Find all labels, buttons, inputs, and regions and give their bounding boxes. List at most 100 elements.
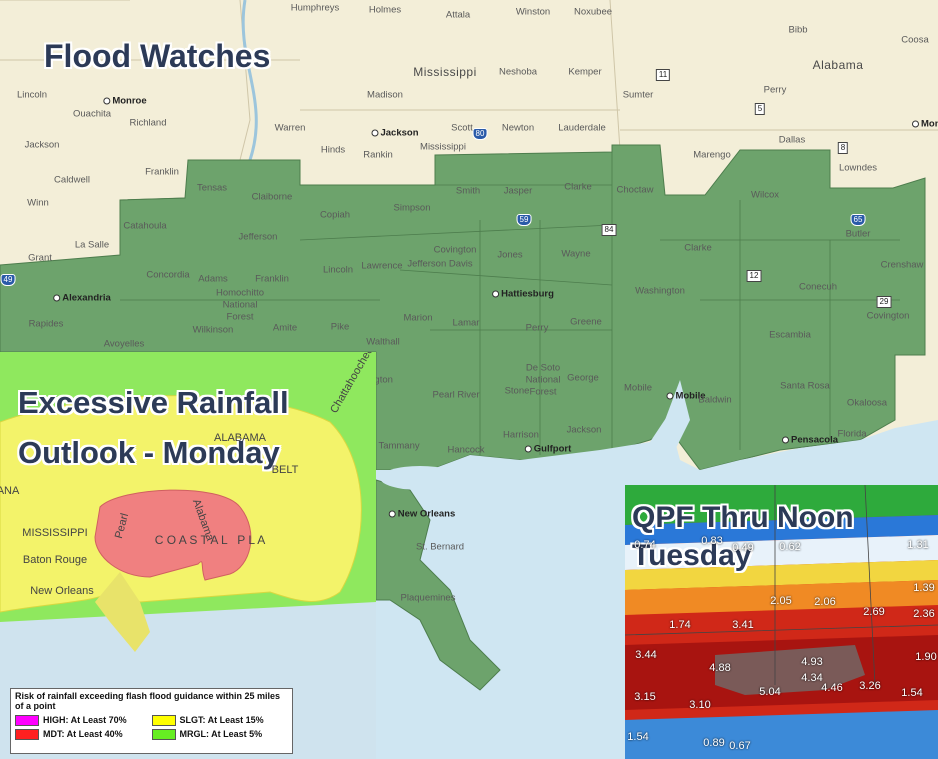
qpf-amount: 0.74 xyxy=(634,539,656,551)
place-label: Clarke xyxy=(684,242,712,254)
qpf-amount: 1.90 xyxy=(915,651,937,663)
legend-swatch xyxy=(15,715,39,727)
place-label: Franklin xyxy=(255,273,289,285)
place-label: New Orleans xyxy=(389,509,456,520)
qpf-amount: 1.54 xyxy=(627,731,649,743)
mdt-area xyxy=(94,489,252,581)
highway-shield: 5 xyxy=(754,103,766,115)
place-label: Warren xyxy=(274,122,306,134)
qpf-band xyxy=(625,710,938,759)
place-label: Rankin xyxy=(363,149,393,161)
place-label: La Salle xyxy=(74,239,110,251)
place-label: Jackson xyxy=(24,139,60,151)
qpf-inset: QPF Thru Noon Tuesday 0.74 0.83 0.49 0.62 1.… xyxy=(625,485,938,759)
qpf-band xyxy=(625,580,938,615)
place-label: Alabama xyxy=(812,58,864,72)
place-label: Perry xyxy=(525,322,549,334)
qpf-amount: 3.44 xyxy=(635,649,657,661)
ero-label: BELT xyxy=(271,464,299,476)
place-label: Greene xyxy=(570,316,602,328)
qpf-amount: 0.89 xyxy=(703,737,725,749)
highway-shield: 29 xyxy=(876,296,892,308)
place-label: Butler xyxy=(845,228,871,240)
place-label: Claiborne xyxy=(251,191,293,203)
qpf-amount: 3.15 xyxy=(634,691,656,703)
place-label: Florida xyxy=(837,428,867,440)
qpf-amount: 3.41 xyxy=(732,619,754,631)
place-label: Mobile xyxy=(624,382,652,394)
place-label: Lamar xyxy=(452,317,480,329)
highway-shield: 59 xyxy=(516,214,532,226)
place-label: Gulfport xyxy=(525,444,571,455)
place-label: Clarke xyxy=(564,181,592,193)
place-label: Scott xyxy=(451,122,473,134)
place-label: Monroe xyxy=(103,96,146,107)
place-label: Lawrence xyxy=(361,260,403,272)
highway-shield: 12 xyxy=(746,270,762,282)
highway-shield: 84 xyxy=(601,224,617,236)
qpf-amount: 1.54 xyxy=(901,687,923,699)
ero-label: C O A S T A L P L A xyxy=(154,533,266,547)
place-label: Jackson xyxy=(371,128,418,139)
place-label: Concordia xyxy=(146,269,190,281)
place-label: Choctaw xyxy=(616,184,654,196)
boundaries xyxy=(0,0,938,201)
qpf-amount: 2.05 xyxy=(770,595,792,607)
highway-shield: 49 xyxy=(0,274,16,286)
place-label: Marengo xyxy=(693,149,731,161)
place-label: Mississippi xyxy=(413,65,477,79)
ero-title-line: Excessive Rainfall xyxy=(18,385,289,420)
place-label: Jasper xyxy=(503,185,533,197)
ero-label: ANA xyxy=(0,485,20,497)
legend-item: HIGH: At Least 70% xyxy=(15,715,152,727)
qpf-amount: 1.74 xyxy=(669,619,691,631)
place-label: Covington xyxy=(866,310,910,322)
qpf-map xyxy=(625,485,938,759)
qpf-title: QPF Thru Noon Tuesday xyxy=(632,499,854,575)
place-label: Pensacola xyxy=(782,435,838,446)
place-label: Tensas xyxy=(196,182,228,194)
qpf-amount: 1.39 xyxy=(913,582,935,594)
place-label: Copiah xyxy=(319,209,351,221)
qpf-band xyxy=(625,535,938,570)
place-label: Lowndes xyxy=(838,162,878,174)
highway-shield: 65 xyxy=(850,214,866,226)
place-label: Simpson xyxy=(393,202,431,214)
place-label: Rapides xyxy=(28,318,64,330)
ero-label: MISSISSIPPI xyxy=(22,527,88,539)
place-label: Harrison xyxy=(503,429,539,441)
place-label: St. Tammany xyxy=(364,440,420,452)
place-label: Amite xyxy=(272,322,298,334)
legend-item: MRGL: At Least 5% xyxy=(151,729,289,741)
place-label: Mississippi xyxy=(420,141,466,153)
qpf-amount: 4.46 xyxy=(821,682,843,694)
place-label: Bibb xyxy=(788,24,808,36)
place-label: Plaquemines xyxy=(400,592,456,604)
place-label: Marion xyxy=(403,312,433,324)
place-label: Okaloosa xyxy=(846,397,888,409)
place-label: Pike xyxy=(330,321,350,333)
place-label: Wayne xyxy=(561,248,591,260)
place-label: Washington xyxy=(635,285,685,297)
place-label: De Soto xyxy=(525,362,561,374)
qpf-title-line: QPF Thru Noon xyxy=(632,501,854,534)
place-label: Sumter xyxy=(622,89,654,101)
place-label: National xyxy=(525,374,561,386)
qpf-amount: 2.06 xyxy=(814,596,836,608)
place-label: Escambia xyxy=(769,329,811,341)
qpf-amount: 0.62 xyxy=(779,541,801,553)
place-label: Madison xyxy=(367,89,403,101)
qpf-amount: 0.67 xyxy=(729,740,751,752)
place-label: Forest xyxy=(226,311,254,323)
state-lines xyxy=(625,485,938,686)
legend-label: MDT: At Least 40% xyxy=(43,729,123,740)
place-label: Holmes xyxy=(368,4,402,16)
legend-swatch xyxy=(15,729,39,741)
legend-swatch xyxy=(151,729,176,741)
place-label: Wilkinson xyxy=(192,324,234,336)
qpf-amount: 2.69 xyxy=(863,606,885,618)
place-label: Ouachita xyxy=(72,108,112,120)
ero-title: Excessive Rainfall Outlook - Monday xyxy=(18,378,289,478)
place-label: Crenshaw xyxy=(880,259,924,271)
place-label: St. Bernard xyxy=(415,541,465,553)
